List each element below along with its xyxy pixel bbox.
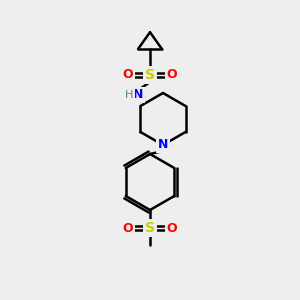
- Text: N: N: [133, 88, 143, 101]
- Text: O: O: [123, 68, 133, 82]
- Text: N: N: [158, 139, 168, 152]
- Text: O: O: [167, 68, 177, 82]
- Text: S: S: [145, 221, 155, 235]
- Text: O: O: [123, 221, 133, 235]
- Text: H: H: [125, 90, 133, 100]
- Text: S: S: [145, 68, 155, 82]
- Text: O: O: [167, 221, 177, 235]
